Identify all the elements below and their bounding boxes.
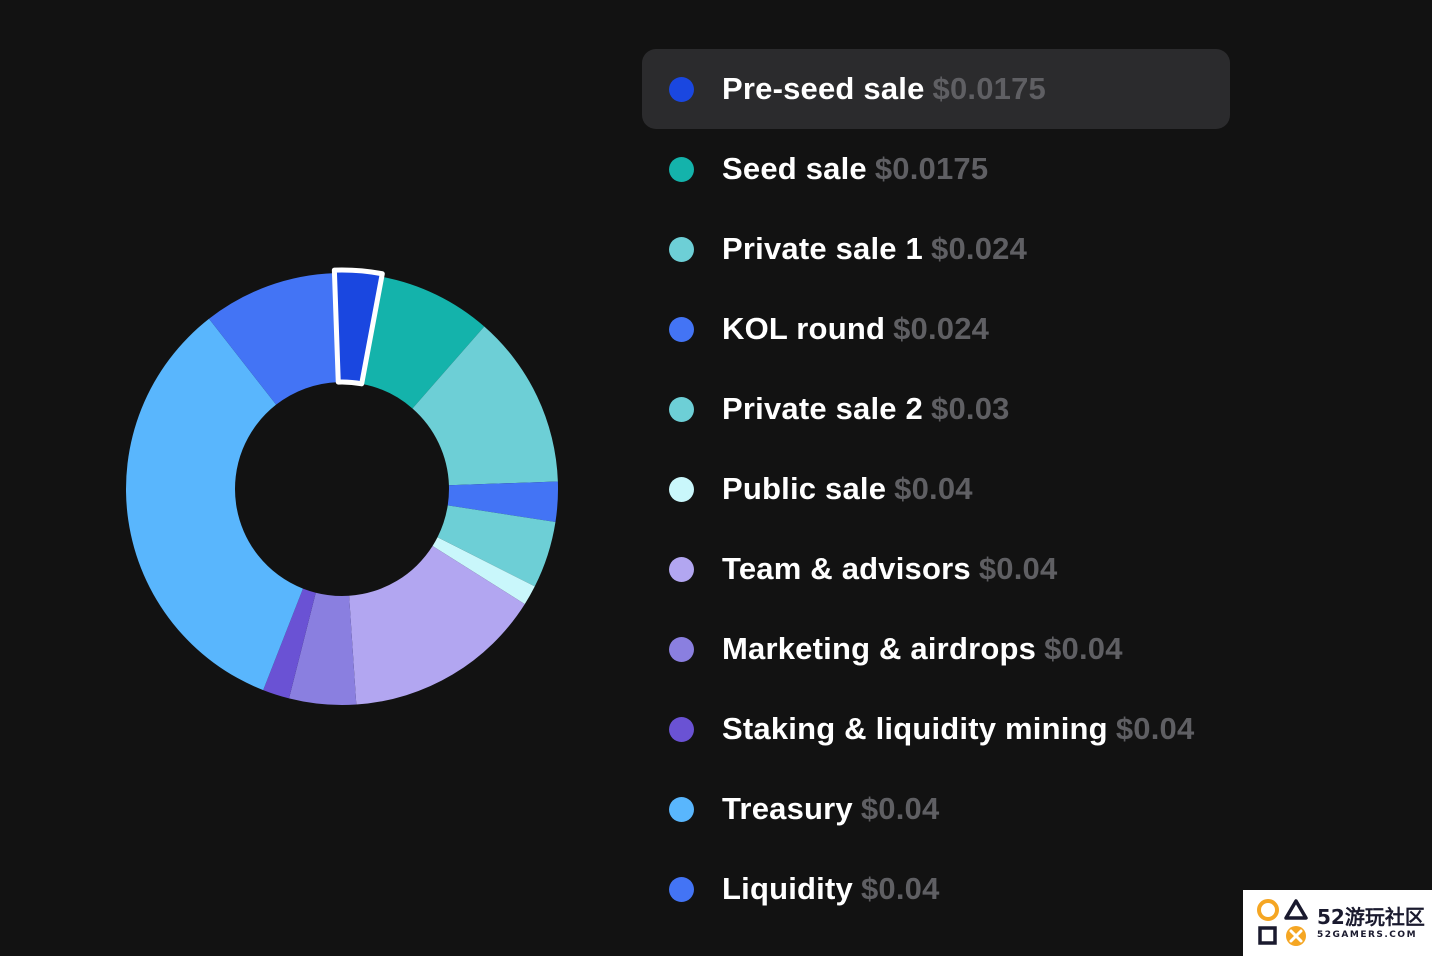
legend-price: $0.04 — [1115, 711, 1195, 746]
legend-color-dot — [669, 556, 694, 582]
site-watermark-logo: 52游玩社区 52GAMERS.COM — [1243, 890, 1432, 956]
legend-name: Staking & liquidity mining — [722, 711, 1108, 746]
legend-price: $0.03 — [931, 391, 1010, 426]
legend-color-dot — [669, 396, 694, 422]
legend-label: Public sale $0.04 — [722, 471, 973, 507]
legend-label: Liquidity $0.04 — [722, 871, 940, 907]
legend-label: Treasury $0.04 — [722, 791, 939, 827]
legend-name: Team & advisors — [722, 551, 971, 586]
legend-price: $0.024 — [931, 231, 1028, 266]
legend-price: $0.04 — [860, 871, 940, 906]
legend-color-dot — [669, 156, 694, 182]
legend-item[interactable]: Marketing & airdrops $0.04 — [642, 609, 1230, 689]
legend-label: Team & advisors $0.04 — [722, 551, 1057, 587]
watermark-brand: 52游玩社区 — [1317, 904, 1425, 929]
legend-label: Private sale 1 $0.024 — [722, 231, 1027, 267]
donut-slice[interactable] — [349, 546, 525, 705]
console-buttons-logo-icon — [1257, 899, 1308, 946]
legend-price: $0.04 — [894, 471, 973, 506]
legend-price: $0.024 — [893, 311, 990, 346]
legend-price: $0.04 — [978, 551, 1058, 586]
donut-slice[interactable] — [447, 481, 559, 523]
legend-item[interactable]: Team & advisors $0.04 — [642, 529, 1230, 609]
legend-label: Marketing & airdrops $0.04 — [722, 631, 1123, 667]
legend-price: $0.0175 — [932, 71, 1046, 106]
donut-slice[interactable] — [209, 273, 339, 405]
legend-item[interactable]: Seed sale $0.0175 — [642, 129, 1230, 209]
donut-slice[interactable] — [263, 588, 316, 699]
legend-item[interactable]: Public sale $0.04 — [642, 449, 1230, 529]
donut-slice[interactable] — [289, 592, 357, 706]
legend-name: Private sale 1 — [722, 231, 924, 266]
donut-slice[interactable] — [437, 505, 556, 587]
donut-svg — [126, 267, 559, 706]
legend-color-dot — [669, 716, 694, 742]
legend-color-dot — [669, 796, 694, 822]
legend-price: $0.04 — [860, 791, 940, 826]
donut-slice-highlighted[interactable] — [331, 267, 385, 387]
legend-name: KOL round — [722, 311, 886, 346]
legend-name: Liquidity — [722, 871, 853, 906]
legend-item[interactable]: KOL round $0.024 — [642, 289, 1230, 369]
watermark-domain: 52GAMERS.COM — [1317, 929, 1418, 940]
legend-color-dot — [669, 476, 694, 502]
legend-item[interactable]: Liquidity $0.04 — [642, 849, 1230, 929]
legend-color-dot — [669, 636, 694, 662]
donut-slice[interactable] — [412, 326, 558, 486]
legend-item[interactable]: Staking & liquidity mining $0.04 — [642, 689, 1230, 769]
legend-label: Pre-seed sale $0.0175 — [722, 71, 1046, 107]
legend-color-dot — [669, 316, 694, 342]
legend-label: Private sale 2 $0.03 — [722, 391, 1010, 427]
legend-name: Private sale 2 — [722, 391, 924, 426]
legend-label: Seed sale $0.0175 — [722, 151, 988, 187]
legend-price: $0.0175 — [874, 151, 989, 186]
legend-item[interactable]: Pre-seed sale $0.0175 — [642, 49, 1230, 129]
legend-label: KOL round $0.024 — [722, 311, 989, 347]
legend-name: Pre-seed sale — [722, 71, 925, 106]
legend-label: Staking & liquidity mining $0.04 — [722, 711, 1194, 747]
allocation-legend: Pre-seed sale $0.0175 Seed sale $0.0175 Priv… — [642, 49, 1230, 929]
legend-name: Seed sale — [722, 151, 867, 186]
legend-item[interactable]: Private sale 2 $0.03 — [642, 369, 1230, 449]
legend-name: Treasury — [722, 791, 853, 826]
legend-price: $0.04 — [1044, 631, 1123, 666]
legend-color-dot — [669, 76, 694, 102]
donut-slice[interactable] — [361, 276, 485, 409]
donut-slice[interactable] — [126, 318, 303, 691]
legend-color-dot — [669, 876, 694, 902]
legend-item[interactable]: Private sale 1 $0.024 — [642, 209, 1230, 289]
donut-slice[interactable] — [432, 537, 535, 605]
allocation-donut-chart — [100, 245, 584, 729]
legend-name: Marketing & airdrops — [722, 631, 1037, 666]
legend-color-dot — [669, 236, 694, 262]
legend-item[interactable]: Treasury $0.04 — [642, 769, 1230, 849]
legend-name: Public sale — [722, 471, 887, 506]
